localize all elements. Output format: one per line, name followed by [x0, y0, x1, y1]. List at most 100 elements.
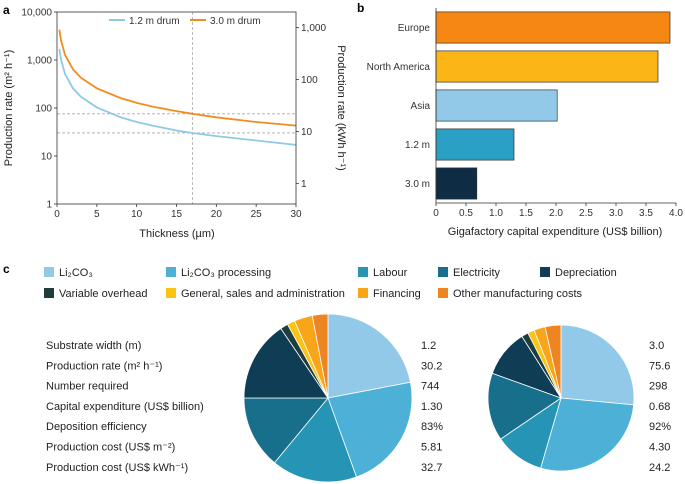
y2-tick-label: 10 — [301, 127, 313, 138]
legend-label: General, sales and administration — [181, 288, 345, 300]
value-3-0m: 3.0 — [649, 340, 664, 352]
legend-swatch — [540, 267, 550, 277]
bar — [435, 50, 659, 83]
plot-frame — [56, 11, 297, 205]
category-label: 1.2 m — [405, 140, 430, 151]
legend-label: 1.2 m drum — [129, 16, 180, 27]
row-label: Deposition efficiency — [46, 421, 147, 433]
panel-label-b: b — [357, 1, 364, 15]
legend-swatch — [438, 288, 448, 298]
row-label: Number required — [46, 381, 129, 393]
value-1-2m: 83% — [421, 421, 443, 433]
category-label: Europe — [398, 23, 431, 34]
bar — [435, 128, 515, 161]
legend-label: Other manufacturing costs — [453, 288, 583, 300]
x-axis-label: Gigafactory capital expenditure (US$ bil… — [448, 226, 663, 238]
axes: 0 0.5 1.0 1.5 2.0 2.5 3.0 3.5 4.0 — [433, 8, 683, 219]
pie-slice — [540, 397, 635, 472]
x-tick-label: 4.0 — [669, 208, 683, 219]
value-3-0m: 298 — [649, 381, 667, 393]
pie-slice — [544, 324, 562, 399]
axes: 0 5 10 15 20 25 30 1 10 100 1,000 10,000 1 10 100 1,000 — [21, 8, 326, 221]
value-1-2m: 30.2 — [421, 360, 442, 372]
legend-label: Depreciation — [555, 267, 617, 279]
legend-swatch — [438, 267, 448, 277]
legend-swatch — [166, 288, 176, 298]
x-tick-label: 20 — [211, 209, 223, 220]
pie-slice — [487, 372, 562, 440]
x-tick-label: 1.5 — [519, 208, 533, 219]
pie-slice — [243, 397, 329, 464]
legend-label: Financing — [373, 288, 421, 300]
x-tick-label: 3.5 — [639, 208, 653, 219]
x-tick-label: 1.0 — [489, 208, 503, 219]
legend-label: Electricity — [453, 267, 501, 279]
legend-swatch — [166, 267, 176, 277]
y-axis-label: Production rate (m² h⁻¹) — [3, 50, 15, 166]
value-3-0m: 24.2 — [649, 462, 670, 474]
row-label: Production cost (US$ m⁻²) — [46, 442, 175, 454]
legend: 1.2 m drum 3.0 m drum — [109, 16, 261, 27]
legend: Li₂CO₃ Li₂CO₃ processing Labour Electricity… — [44, 267, 617, 300]
y-tick-label: 100 — [35, 104, 52, 115]
row-label: Production cost (US$ kWh⁻¹) — [46, 462, 188, 474]
bar — [435, 167, 478, 200]
x-tick-label: 3.0 — [609, 208, 623, 219]
x-tick-label: 30 — [290, 209, 302, 220]
value-3-0m: 75.6 — [649, 360, 670, 372]
legend-swatch — [44, 267, 54, 277]
legend-swatch — [358, 267, 368, 277]
bar-group: Europe North America Asia 1.2 m 3.0 m — [367, 11, 671, 200]
line-chart-panel-a: 0 5 10 15 20 25 30 1 10 100 1,000 10,000 1 10 100 1,000… — [3, 8, 347, 241]
legend-label: Li₂CO₃ processing — [181, 267, 271, 279]
y2-tick-label: 1,000 — [301, 23, 326, 34]
y2-tick-label: 1 — [301, 179, 307, 190]
pie-group — [243, 313, 635, 483]
series-line — [58, 29, 297, 127]
x-tick-label: 15 — [171, 209, 183, 220]
y-tick-label: 1,000 — [27, 56, 52, 67]
y-tick-label: 1 — [46, 200, 52, 211]
category-label: North America — [367, 62, 431, 73]
x-tick-label: 25 — [251, 209, 263, 220]
value-1-2m: 1.30 — [421, 401, 442, 413]
legend-swatch — [44, 288, 54, 298]
pie-slice — [243, 327, 329, 399]
value-3-0m: 0.68 — [649, 401, 670, 413]
value-1-2m: 744 — [421, 381, 439, 393]
parameter-table: Substrate width (m) 1.2 3.0 Production rate… — [46, 340, 671, 474]
value-1-2m: 32.7 — [421, 462, 442, 474]
x-tick-label: 2.5 — [579, 208, 593, 219]
category-label: 3.0 m — [405, 179, 430, 190]
legend-label: Variable overhead — [59, 288, 147, 300]
panel-label-c: c — [3, 262, 10, 276]
y-tick-label: 10,000 — [21, 8, 52, 19]
pie-slice — [311, 313, 329, 399]
y2-axis-label: Production rate (kWh h⁻¹) — [335, 45, 347, 171]
x-tick-label: 0 — [433, 208, 439, 219]
legend-label: Li₂CO₃ — [59, 267, 93, 279]
bar — [435, 11, 671, 44]
legend-swatch — [358, 288, 368, 298]
value-3-0m: 92% — [649, 421, 671, 433]
pie-slice — [560, 324, 635, 406]
value-3-0m: 4.30 — [649, 442, 670, 454]
value-1-2m: 5.81 — [421, 442, 442, 454]
panel-label-a: a — [3, 3, 10, 17]
x-tick-label: 0.5 — [459, 208, 473, 219]
bar — [435, 89, 558, 122]
bar-chart-panel-b: Europe North America Asia 1.2 m 3.0 m 0 0.5 1.… — [367, 8, 683, 238]
x-axis-label: Thickness (µm) — [139, 228, 214, 240]
line-series-group — [58, 29, 297, 146]
pie-slice — [327, 381, 413, 478]
category-label: Asia — [411, 101, 431, 112]
y2-tick-label: 100 — [301, 75, 318, 86]
x-tick-label: 10 — [131, 209, 143, 220]
pie-chart-panel-c: Li₂CO₃ Li₂CO₃ processing Labour Electricity… — [44, 267, 671, 483]
legend-label: 3.0 m drum — [210, 16, 261, 27]
row-label: Capital expenditure (US$ billion) — [46, 401, 204, 413]
x-tick-label: 2.0 — [549, 208, 563, 219]
series-line — [58, 48, 297, 146]
value-1-2m: 1.2 — [421, 340, 436, 352]
x-tick-label: 5 — [94, 209, 100, 220]
